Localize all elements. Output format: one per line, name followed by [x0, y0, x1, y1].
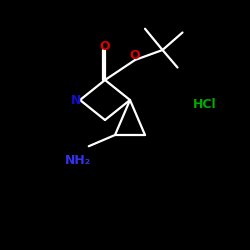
- Text: N: N: [71, 94, 82, 106]
- Text: NH₂: NH₂: [64, 154, 90, 166]
- Text: O: O: [130, 49, 140, 62]
- Text: O: O: [100, 40, 110, 53]
- Text: HCl: HCl: [193, 98, 217, 112]
